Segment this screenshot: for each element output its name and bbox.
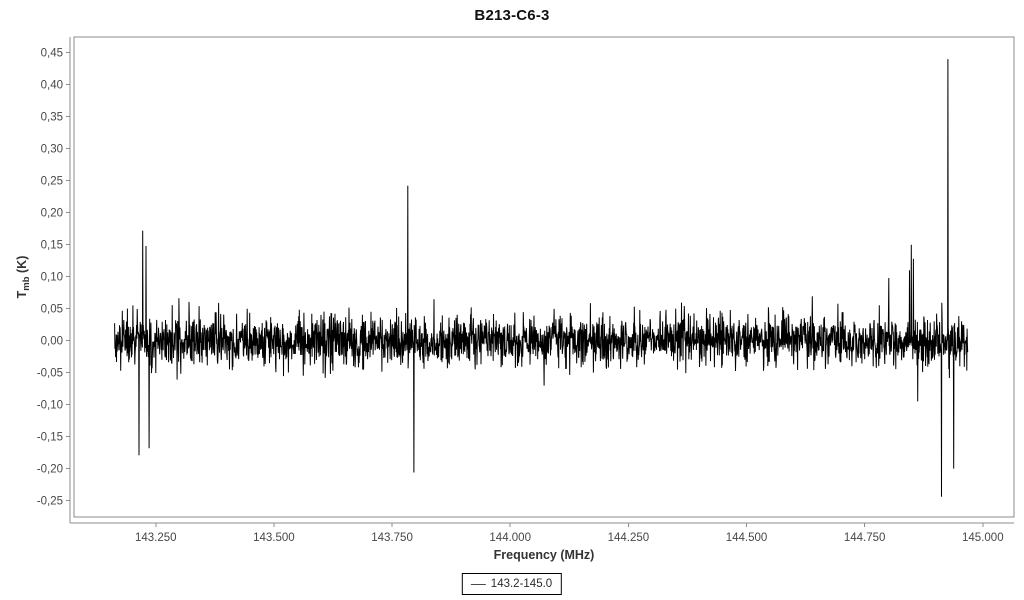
svg-text:144.750: 144.750 (844, 532, 886, 544)
svg-text:145.000: 145.000 (962, 532, 1004, 544)
legend-line-marker-icon (470, 583, 486, 585)
svg-text:144.500: 144.500 (726, 532, 768, 544)
tick-labels: 0,45 0,40 0,35 0,30 0,25 0,20 0,15 0,10 0,05 0,00… (37, 48, 1004, 544)
svg-text:143.500: 143.500 (253, 532, 295, 544)
svg-text:0,25: 0,25 (41, 176, 63, 188)
svg-text:143.250: 143.250 (135, 532, 177, 544)
svg-text:-0,05: -0,05 (37, 368, 63, 380)
svg-text:-0,20: -0,20 (37, 464, 63, 476)
svg-text:0,15: 0,15 (41, 240, 63, 252)
svg-text:0,45: 0,45 (41, 48, 63, 60)
svg-text:144.000: 144.000 (489, 532, 531, 544)
y-axis-label-unit: (K) (15, 255, 29, 277)
svg-text:-0,15: -0,15 (37, 432, 63, 444)
y-axis-label-subscript: mb (21, 276, 32, 291)
svg-text:0,35: 0,35 (41, 112, 63, 124)
svg-text:0,40: 0,40 (41, 80, 63, 92)
y-axis-label-symbol: T (15, 290, 29, 299)
legend-label: 143.2-145.0 (490, 578, 553, 590)
svg-text:0,10: 0,10 (41, 272, 63, 284)
y-axis-label: Tmb (K) (15, 255, 32, 299)
svg-text:-0,25: -0,25 (37, 496, 63, 508)
svg-text:0,05: 0,05 (41, 304, 63, 316)
spectrum-trace (114, 59, 969, 497)
x-axis-label: Frequency (MHz) (493, 548, 595, 562)
svg-text:0,30: 0,30 (41, 144, 63, 156)
svg-text:0,20: 0,20 (41, 208, 63, 220)
svg-text:0,00: 0,00 (41, 336, 63, 348)
svg-text:-0,10: -0,10 (37, 400, 63, 412)
legend: 143.2-145.0 (461, 573, 563, 595)
svg-text:144.250: 144.250 (608, 532, 650, 544)
svg-text:143.750: 143.750 (371, 532, 413, 544)
chart-title: B213-C6-3 (474, 7, 550, 24)
axes (66, 36, 1015, 527)
